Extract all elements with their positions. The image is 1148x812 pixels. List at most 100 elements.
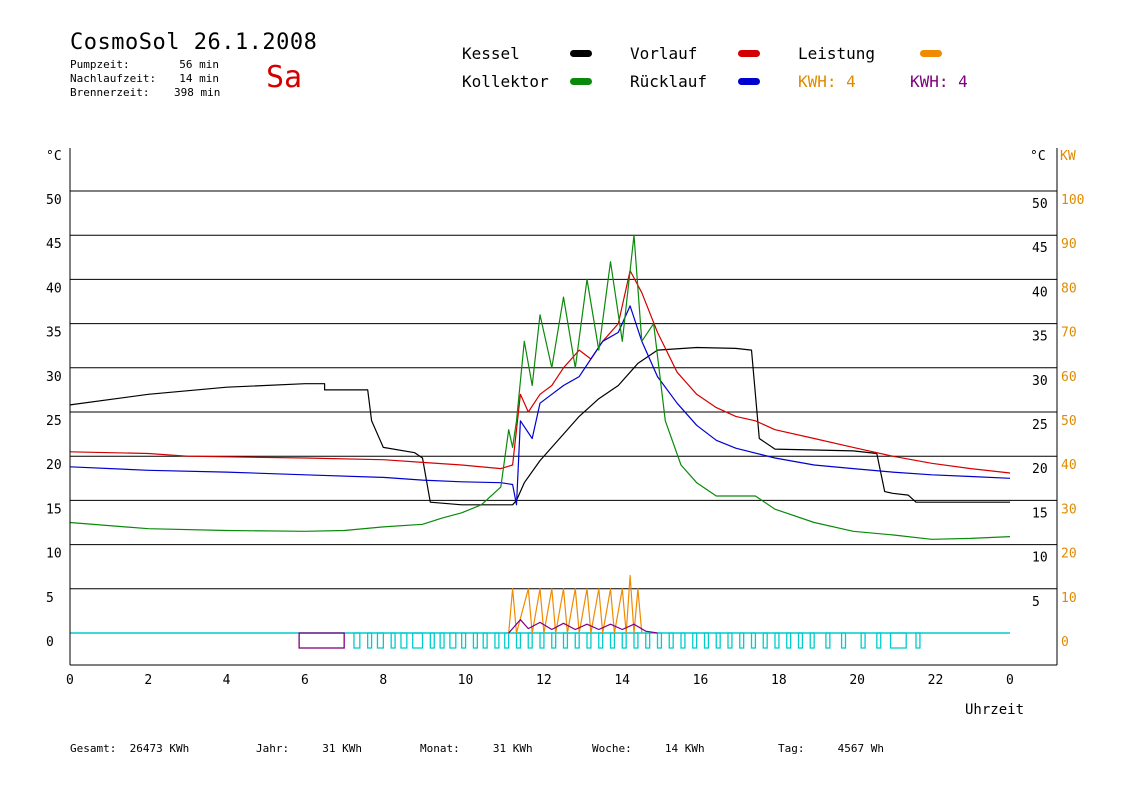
info-label: Pumpzeit: — [70, 58, 130, 71]
x-axis-label: Uhrzeit — [965, 702, 1024, 718]
pump-block — [449, 632, 457, 649]
pump-activity — [298, 632, 921, 649]
info-label: Nachlaufzeit: — [70, 72, 157, 85]
pump-block — [574, 632, 580, 649]
pump-block — [539, 632, 545, 649]
series-line — [69, 270, 1011, 474]
chart-grid — [70, 190, 1057, 634]
footer-value: 26473 KWh — [129, 742, 190, 755]
x-tick-label: 16 — [693, 673, 709, 688]
y-tick-label-right-kw: 20 — [1061, 547, 1077, 562]
pump-block — [860, 632, 866, 649]
y-tick-label-right-kw: 80 — [1061, 281, 1077, 296]
pump-block — [400, 632, 408, 649]
y-axis-right-unit-c: °C — [1030, 149, 1046, 164]
pump-block — [840, 632, 847, 649]
y-tick-label-left: 5 — [46, 591, 54, 606]
x-tick-label: 14 — [614, 673, 630, 688]
series-line — [69, 234, 1011, 540]
page-title: CosmoSol 26.1.2008 — [70, 30, 318, 55]
y-tick-label-left: 20 — [46, 458, 62, 473]
y-tick-label-left: 25 — [46, 414, 62, 429]
footer-label: Gesamt: — [70, 742, 117, 755]
pump-block — [876, 632, 882, 649]
y-tick-label-right-kw: 40 — [1061, 458, 1077, 473]
y-axis-right-unit-kw: KW — [1060, 149, 1076, 164]
footer-label: Tag: — [778, 742, 805, 755]
legend-ruecklauf-label: Rücklauf — [630, 72, 708, 91]
legend-kessel-swatch — [570, 50, 592, 57]
legend-kwh-purple: KWH: 4 — [910, 72, 968, 91]
info-label: Brennerzeit: — [70, 86, 150, 99]
pump-block — [656, 632, 663, 649]
y-tick-label-left: 0 — [46, 635, 54, 650]
pump-block — [889, 632, 907, 649]
legend-kwh-orange: KWH: 4 — [798, 72, 856, 91]
legend-leistung-label: Leistung — [798, 44, 876, 63]
footer-value: 31 KWh — [492, 742, 533, 755]
pump-block — [762, 632, 768, 649]
info-value: 56 min — [179, 58, 219, 71]
y-tick-label-right-kw: 70 — [1061, 326, 1077, 341]
x-tick-label: 22 — [928, 673, 944, 688]
pump-block — [727, 632, 733, 649]
series-line — [508, 619, 658, 634]
y-tick-label-right-kw: 10 — [1061, 591, 1077, 606]
info-value: 398 min — [174, 86, 221, 99]
pump-block — [645, 632, 651, 649]
pump-block — [461, 632, 467, 649]
y-tick-label-right-c: 20 — [1032, 462, 1048, 477]
pump-block — [915, 632, 921, 649]
pump-block — [412, 632, 424, 649]
x-tick-label: 2 — [144, 673, 152, 688]
pump-block — [494, 632, 500, 649]
y-tick-label-left: 50 — [46, 193, 62, 208]
pump-block — [739, 632, 745, 649]
y-tick-label-right-kw: 100 — [1061, 193, 1084, 208]
y-tick-label-right-c: 15 — [1032, 506, 1048, 521]
x-tick-label: 0 — [1006, 673, 1014, 688]
x-tick-label: 18 — [771, 673, 787, 688]
pump-block — [527, 632, 533, 649]
legend-vorlauf-label: Vorlauf — [630, 44, 698, 63]
footer-tag: Tag: 4567 Wh — [778, 742, 884, 755]
footer-label: Monat: — [420, 742, 460, 755]
pump-block — [472, 632, 478, 649]
pump-block — [715, 632, 721, 649]
y-tick-label-right-kw: 50 — [1061, 414, 1077, 429]
pump-block — [429, 632, 435, 649]
weekday-label: Sa — [266, 60, 303, 95]
info-pumpzeit: Pumpzeit: 56 min — [70, 58, 219, 71]
pump-block — [750, 632, 757, 649]
pump-block — [515, 632, 522, 649]
y-tick-label-right-kw: 60 — [1061, 370, 1077, 385]
footer-gesamt: Gesamt: 26473 KWh — [70, 742, 189, 755]
pump-block — [703, 632, 710, 649]
pump-block — [586, 632, 592, 649]
x-tick-label: 0 — [66, 673, 74, 688]
x-tick-label: 4 — [223, 673, 231, 688]
pump-block — [797, 632, 804, 649]
pump-block — [609, 632, 616, 649]
y-tick-label-right-kw: 30 — [1061, 502, 1077, 517]
pump-block — [353, 632, 361, 649]
legend-leistung-swatch — [920, 50, 942, 57]
footer-label: Jahr: — [256, 742, 290, 755]
series-line — [508, 574, 643, 634]
y-tick-label-right-kw: 0 — [1061, 635, 1069, 650]
y-tick-label-left: 10 — [46, 547, 62, 562]
pump-block — [774, 632, 780, 649]
y-tick-label-left: 40 — [46, 281, 62, 296]
pump-block — [298, 632, 345, 649]
footer-monat: Monat: 31 KWh — [420, 742, 533, 755]
pump-block — [633, 632, 639, 649]
series-line — [69, 346, 1010, 506]
pump-block — [562, 632, 569, 649]
pump-block — [692, 632, 698, 649]
footer-value: 4567 Wh — [837, 742, 884, 755]
pump-block — [504, 632, 510, 649]
y-tick-label-right-c: 25 — [1032, 418, 1048, 433]
x-tick-label: 20 — [849, 673, 865, 688]
info-nachlaufzeit: Nachlaufzeit: 14 min — [70, 72, 219, 85]
